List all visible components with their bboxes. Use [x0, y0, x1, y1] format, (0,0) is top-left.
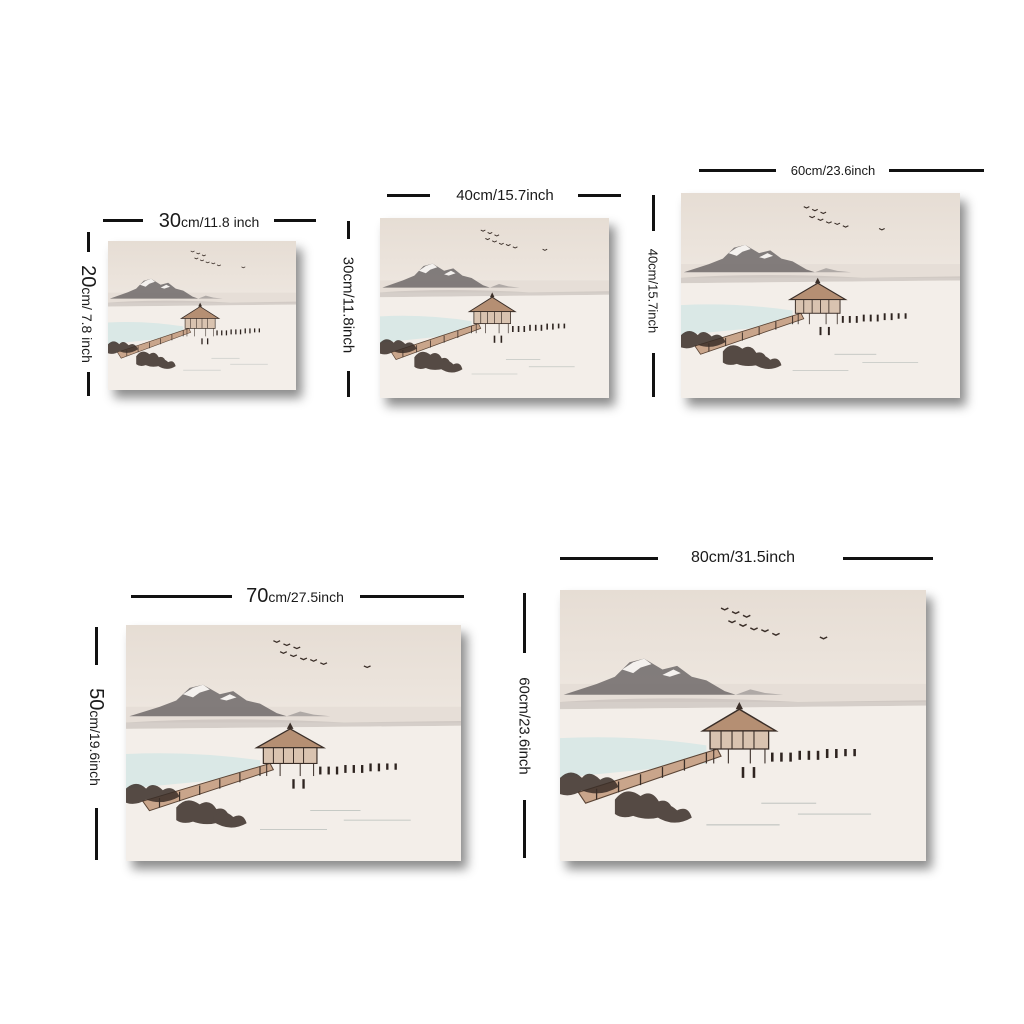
height-label: 30cm/11.8inch — [339, 256, 357, 354]
width-dimension-line — [274, 219, 316, 222]
width-dimension-line — [387, 194, 430, 197]
canvas-print — [108, 241, 296, 390]
width-dimension-line — [103, 219, 143, 222]
height-dimension-line — [523, 593, 526, 653]
canvas-print — [560, 590, 926, 861]
height-dimension-line — [652, 353, 655, 397]
height-dimension-line — [87, 372, 90, 396]
landscape-painting-icon — [681, 193, 960, 398]
height-label: 60cm/23.6inch — [515, 677, 533, 775]
width-label: 40cm/15.7inch — [456, 187, 554, 204]
canvas-print — [681, 193, 960, 398]
width-dimension-line — [560, 557, 658, 560]
height-label: 40cm/15.7inch — [645, 248, 661, 334]
height-dimension-line — [87, 232, 90, 252]
height-label: 20cm/ 7.8 inch — [77, 265, 99, 363]
width-dimension-line — [843, 557, 933, 560]
canvas-print — [380, 218, 609, 398]
canvas-print — [126, 625, 461, 861]
height-dimension-line — [95, 627, 98, 665]
landscape-painting-icon — [108, 241, 296, 390]
width-dimension-line — [360, 595, 464, 598]
width-dimension-line — [699, 169, 776, 172]
width-label: 30cm/11.8 inch — [158, 210, 260, 232]
width-label: 80cm/31.5inch — [690, 549, 796, 566]
width-label: 60cm/23.6inch — [790, 163, 876, 178]
width-label: 70cm/27.5inch — [246, 585, 344, 607]
width-dimension-line — [131, 595, 232, 598]
height-dimension-line — [347, 371, 350, 397]
landscape-painting-icon — [560, 590, 926, 861]
height-label: 50cm/19.6inch — [85, 688, 107, 786]
height-dimension-line — [652, 195, 655, 231]
landscape-painting-icon — [380, 218, 609, 398]
landscape-painting-icon — [126, 625, 461, 861]
height-dimension-line — [347, 221, 350, 239]
height-dimension-line — [523, 800, 526, 858]
width-dimension-line — [578, 194, 621, 197]
height-dimension-line — [95, 808, 98, 860]
width-dimension-line — [889, 169, 984, 172]
